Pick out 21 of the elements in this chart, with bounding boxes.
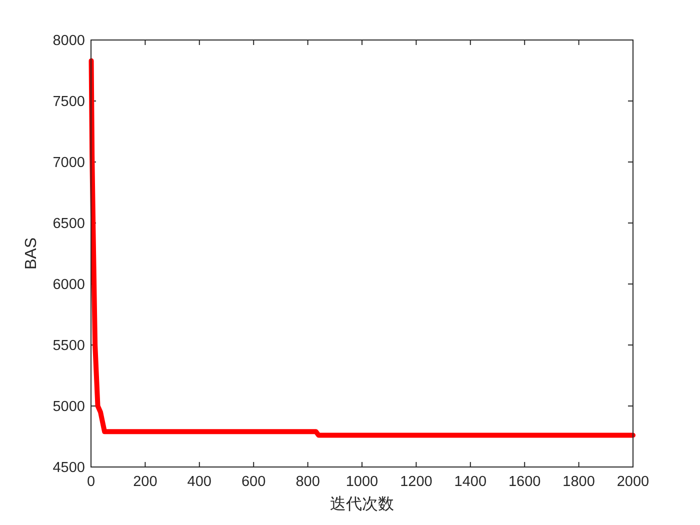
x-tick-label: 400 <box>187 474 212 490</box>
y-tick-label: 4500 <box>52 460 85 476</box>
x-tick-label: 1800 <box>562 474 595 490</box>
x-tick-label: 2000 <box>616 474 650 490</box>
x-tick-label: 800 <box>296 474 320 490</box>
y-tick-label: 5500 <box>52 338 85 354</box>
y-tick-label: 6500 <box>52 216 85 232</box>
y-axis-title: BAS <box>23 237 40 270</box>
x-tick-label: 1200 <box>400 474 432 490</box>
x-tick-label: 600 <box>242 474 266 490</box>
x-axis-title: 迭代次数 <box>330 495 394 513</box>
x-tick-label: 1600 <box>508 474 541 490</box>
x-tick-label: 1000 <box>346 474 378 490</box>
x-tick-label: 1400 <box>454 474 487 490</box>
y-tick-label: 5000 <box>52 399 85 415</box>
x-tick-label: 200 <box>133 474 158 490</box>
x-tick-label: 0 <box>86 474 96 490</box>
y-tick-label: 7500 <box>52 94 85 110</box>
y-tick-label: 6000 <box>52 277 85 293</box>
y-tick-label: 8000 <box>52 33 85 49</box>
y-tick-label: 7000 <box>52 155 85 171</box>
